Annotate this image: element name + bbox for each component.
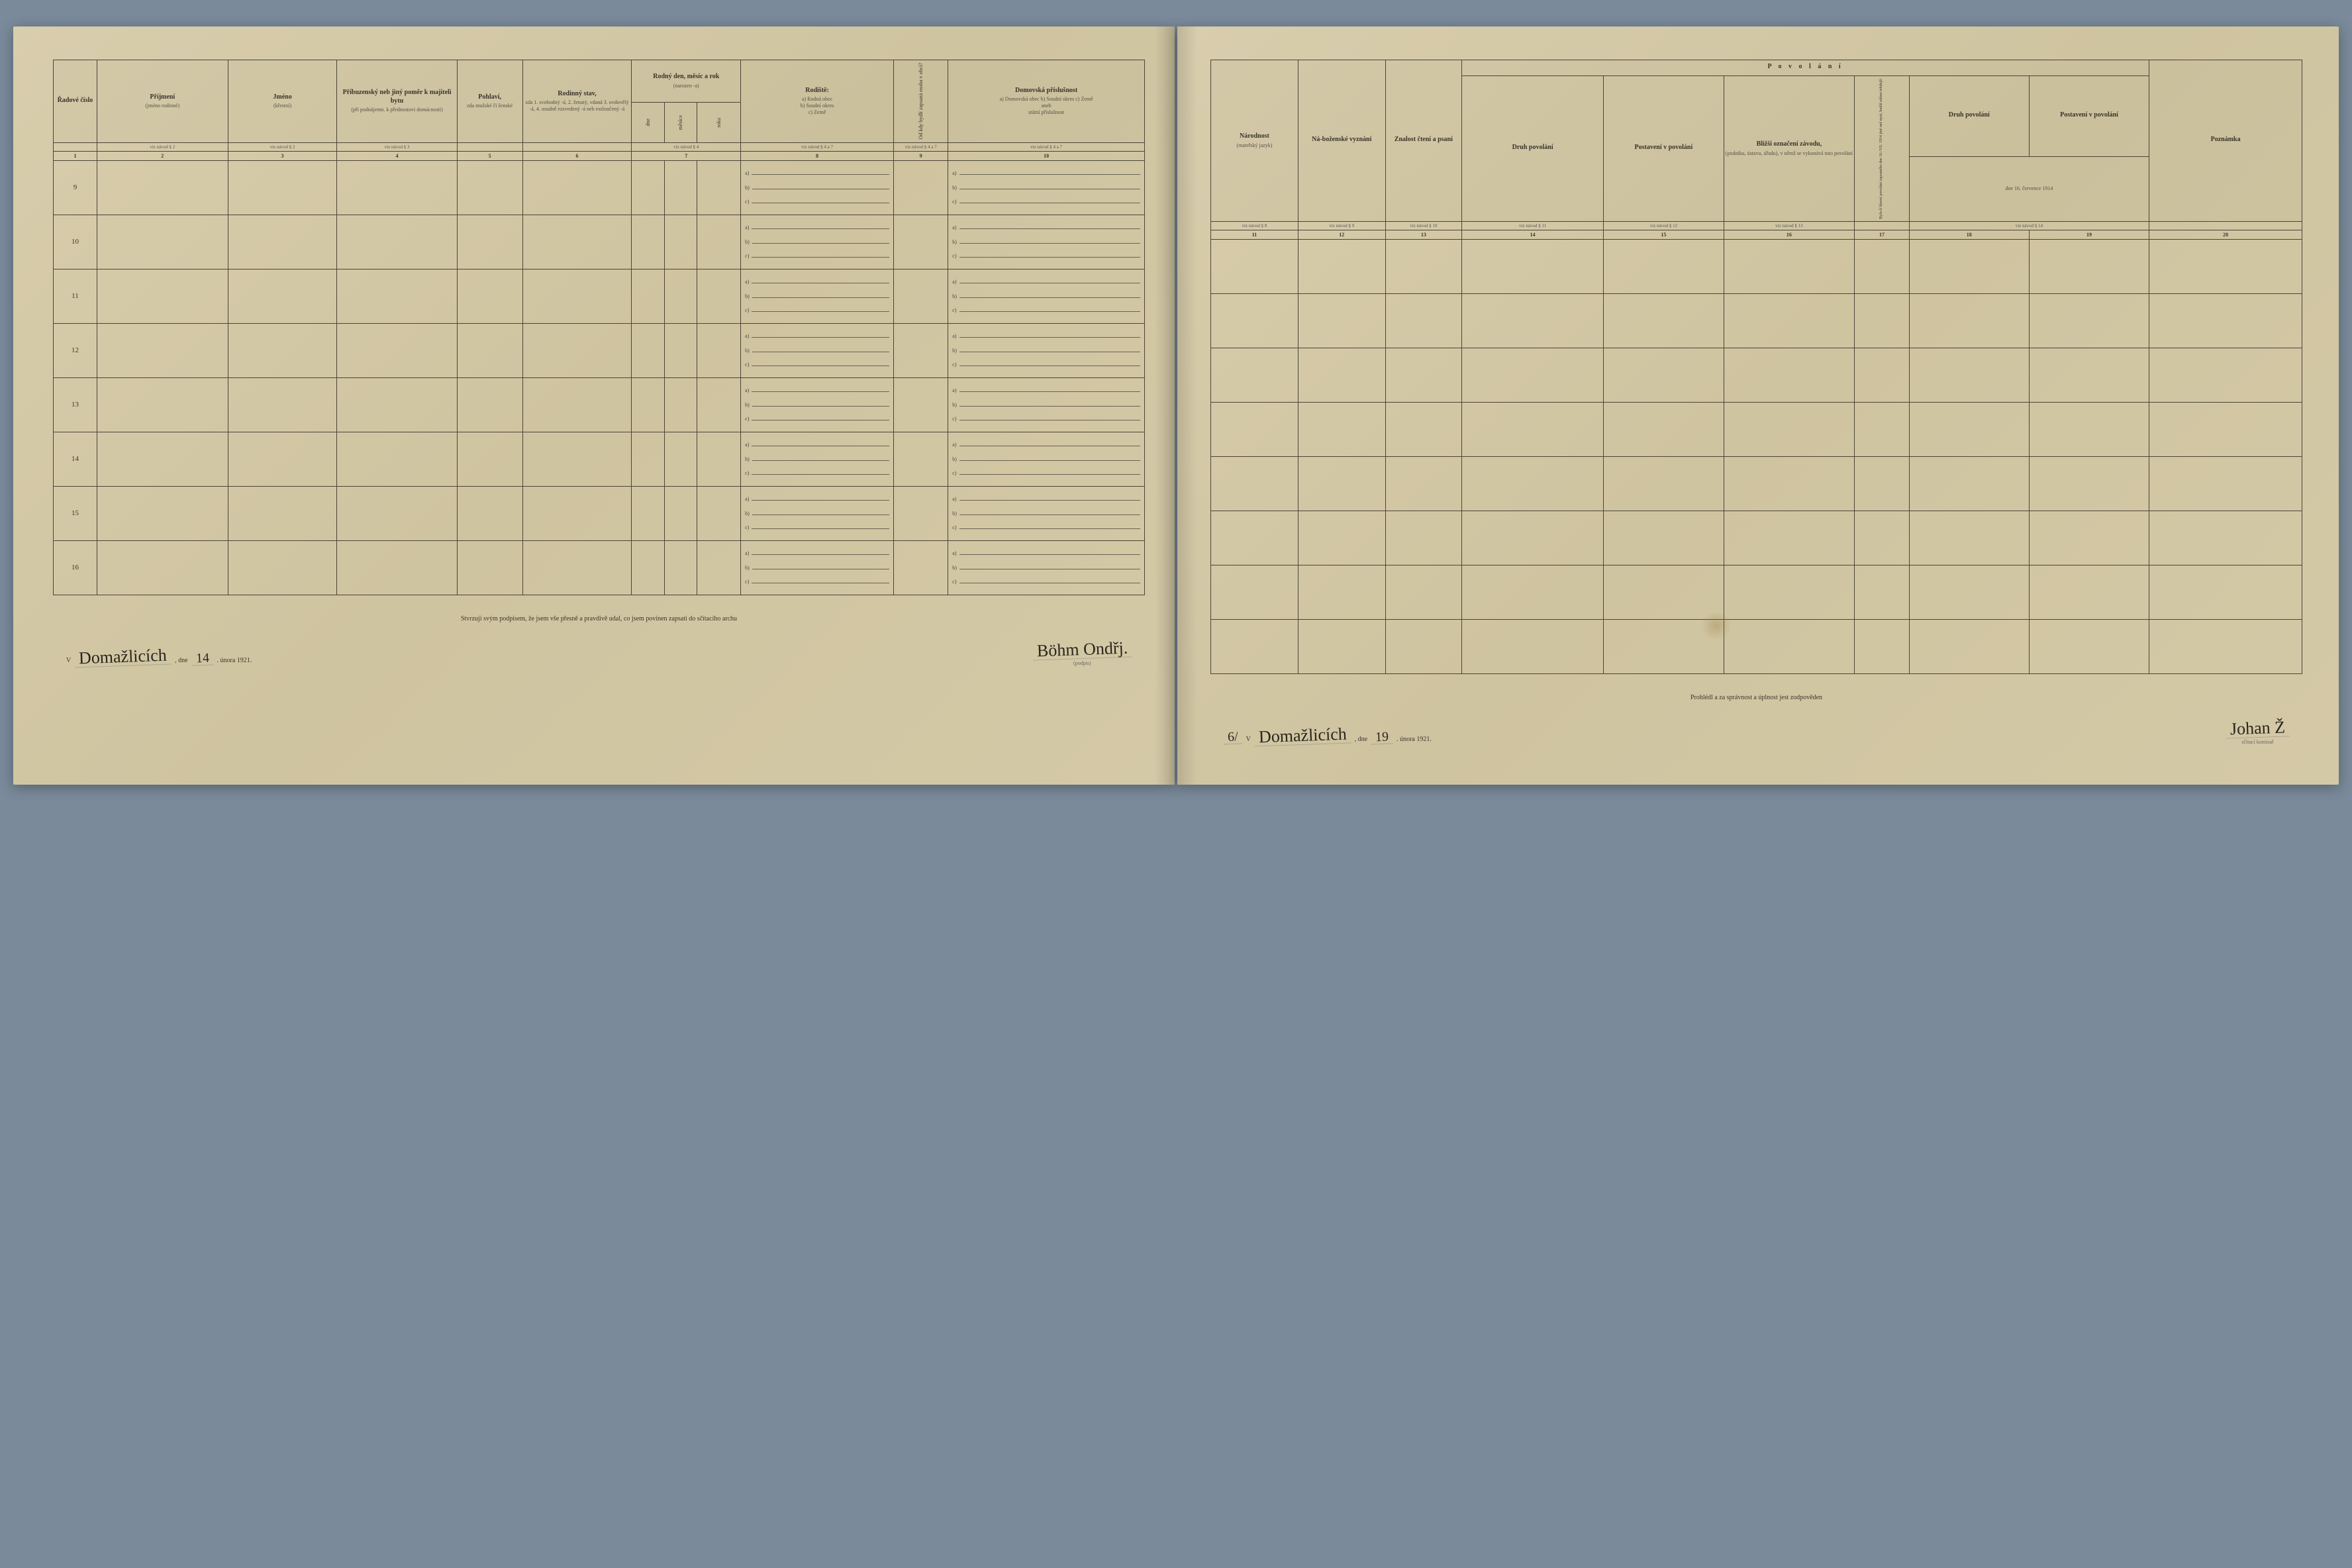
- domovska-cell: a) b) c): [948, 160, 1145, 215]
- place-date-left: V Domažlicích , dne 14 . února 1921.: [66, 648, 252, 666]
- col-2-header: Příjmení(jméno rodinné): [97, 60, 228, 143]
- col-15-header: Postavení v povolání: [1604, 75, 1724, 222]
- rodiste-cell: a) b) c): [741, 432, 894, 486]
- num-row-right: 11 12 13 14 15 16 17 18 19 20: [1211, 230, 2302, 240]
- ref-row-left: viz návod § 2 viz návod § 2 viz návod § …: [54, 142, 1145, 151]
- row-number: 15: [54, 486, 97, 540]
- table-row: 13 a) b) c) a) b) c): [54, 377, 1145, 432]
- col-3-header: Jméno(křestní): [228, 60, 337, 143]
- place-date-right: 6/ V Domažlicích , dne 19 . února 1921.: [1224, 727, 1432, 745]
- domovska-cell: a) b) c): [948, 377, 1145, 432]
- col-6-header: Rodinný stav,zda 1. svobodný -á, 2. žena…: [522, 60, 632, 143]
- table-row: [1211, 511, 2302, 565]
- num-row-left: 1 2 3 4 5 6 7 8 9 10: [54, 151, 1145, 160]
- domovska-cell: a) b) c): [948, 269, 1145, 323]
- row-number: 16: [54, 540, 97, 595]
- signature-right: Johan Ž sčítací komisař: [2226, 720, 2289, 745]
- row-number: 12: [54, 323, 97, 377]
- col-11-header: Národnost(mateřský jazyk): [1211, 60, 1298, 222]
- col-10-header: Domovská příslušnosta) Domovská obec b) …: [948, 60, 1145, 143]
- table-row: [1211, 457, 2302, 511]
- table-row: 16 a) b) c) a) b) c): [54, 540, 1145, 595]
- col-7-header: Rodný den, měsíc a rok(narozen -a): [632, 60, 741, 103]
- rodiste-cell: a) b) c): [741, 323, 894, 377]
- row-number: 9: [54, 160, 97, 215]
- table-row: [1211, 348, 2302, 403]
- domovska-cell: a) b) c): [948, 432, 1145, 486]
- col-7c-header: roku: [697, 103, 741, 142]
- col-5-header: Pohlaví,zda mužské či ženské: [457, 60, 522, 143]
- page-right: Národnost(mateřský jazyk) Ná-boženské vy…: [1177, 26, 2339, 785]
- col-7b-header: měsíce: [664, 103, 697, 142]
- col-13-header: Znalost čtení a psaní: [1385, 60, 1461, 222]
- domovska-cell: a) b) c): [948, 323, 1145, 377]
- ref-row-right: viz návod § 8 viz návod § 9 viz návod § …: [1211, 222, 2302, 230]
- col-18-19-sub: dne 16. července 1914: [1909, 156, 2149, 222]
- table-row: [1211, 403, 2302, 457]
- domovska-cell: a) b) c): [948, 215, 1145, 269]
- page-left: Řadové číslo Příjmení(jméno rodinné) Jmé…: [13, 26, 1175, 785]
- table-row: 12 a) b) c) a) b) c): [54, 323, 1145, 377]
- rodiste-cell: a) b) c): [741, 486, 894, 540]
- row-number: 11: [54, 269, 97, 323]
- rodiste-cell: a) b) c): [741, 269, 894, 323]
- col-9-header: Od kdy bydlí zapsaná osoba v obci?: [893, 60, 948, 143]
- rodiste-cell: a) b) c): [741, 215, 894, 269]
- domovska-cell: a) b) c): [948, 486, 1145, 540]
- col-18-header: Druh povolání: [1909, 75, 2029, 156]
- rodiste-cell: a) b) c): [741, 160, 894, 215]
- povolani-group-header: P o v o l á n í: [1462, 60, 2149, 76]
- census-table-left: Řadové číslo Příjmení(jméno rodinné) Jmé…: [53, 60, 1145, 595]
- col-12-header: Ná-boženské vyznání: [1298, 60, 1385, 222]
- table-row: [1211, 240, 2302, 294]
- table-row: 15 a) b) c) a) b) c): [54, 486, 1145, 540]
- domovska-cell: a) b) c): [948, 540, 1145, 595]
- table-row: [1211, 565, 2302, 620]
- col-16-header: Bližší označení závodu,(podniku, ústavu,…: [1724, 75, 1855, 222]
- table-row: 10 a) b) c) a) b) c): [54, 215, 1145, 269]
- signature-left: Böhm Ondřj. (podpis): [1033, 641, 1132, 666]
- col-7a-header: dne: [632, 103, 664, 142]
- row-number: 13: [54, 377, 97, 432]
- row-number: 10: [54, 215, 97, 269]
- row-number: 14: [54, 432, 97, 486]
- attestation-text: Stvrzuji svým podpisem, že jsem vše přes…: [53, 615, 1145, 622]
- table-row: [1211, 294, 2302, 348]
- rodiste-cell: a) b) c): [741, 377, 894, 432]
- rodiste-cell: a) b) c): [741, 540, 894, 595]
- footer-right: Prohlédl a za správnost a úplnost jest z…: [1210, 694, 2302, 745]
- col-8-header: Rodiště:a) Rodná obec b) Soudní okres c)…: [741, 60, 894, 143]
- col-14-header: Druh povolání: [1462, 75, 1604, 222]
- col-17-header: Bylo-li hlavní povolání zapsaného dne 16…: [1855, 75, 1909, 222]
- col-19-header: Postavení v povolání: [2029, 75, 2149, 156]
- col-1-header: Řadové číslo: [54, 60, 97, 143]
- col-4-header: Příbuzenský neb jiný poměr k majiteli by…: [337, 60, 457, 143]
- book-spread: Řadové číslo Příjmení(jméno rodinné) Jmé…: [13, 26, 2339, 785]
- table-row: [1211, 620, 2302, 674]
- table-row: 14 a) b) c) a) b) c): [54, 432, 1145, 486]
- table-row: 9 a) b) c) a) b) c): [54, 160, 1145, 215]
- attestation-text-right: Prohlédl a za správnost a úplnost jest z…: [1210, 694, 2302, 701]
- census-table-right: Národnost(mateřský jazyk) Ná-boženské vy…: [1210, 60, 2302, 674]
- footer-left: Stvrzuji svým podpisem, že jsem vše přes…: [53, 615, 1145, 666]
- col-20-header: Poznámka: [2149, 60, 2302, 222]
- table-row: 11 a) b) c) a) b) c): [54, 269, 1145, 323]
